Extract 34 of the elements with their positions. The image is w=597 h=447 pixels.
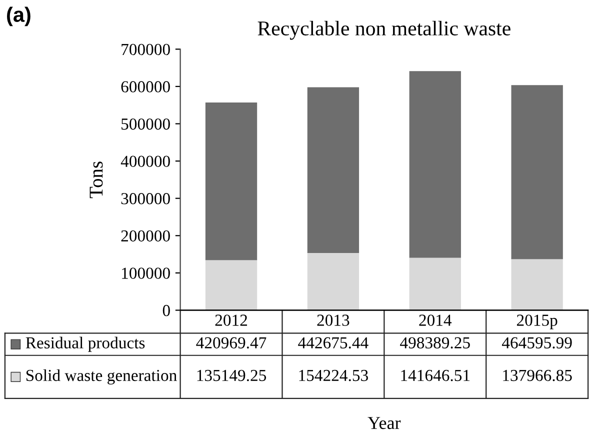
legend-label: Solid waste generation — [26, 369, 177, 384]
data-label: 135149.25 — [197, 370, 266, 382]
data-label: 498389.25 — [400, 337, 470, 349]
y-tick-label: 0 — [162, 304, 170, 316]
y-tick-label: 700000 — [122, 44, 170, 56]
y-tick-label: 400000 — [120, 156, 170, 167]
y-axis-title: Tons — [90, 162, 103, 198]
y-tick-label: 300000 — [121, 193, 170, 204]
y-tick-label: 600000 — [121, 81, 170, 92]
legend-label: Residual products — [26, 336, 145, 352]
x-tick-label: 2012 — [215, 314, 248, 326]
bar — [307, 252, 360, 310]
x-tick-label: 2014 — [419, 314, 452, 326]
data-label: 442675.44 — [298, 337, 368, 349]
chart-title: Recyclable non metallic waste — [258, 20, 510, 40]
bar — [511, 85, 563, 260]
data-label: 420969.47 — [196, 337, 266, 349]
x-tick-label: 2013 — [317, 314, 350, 326]
x-tick-label: 2015p — [516, 314, 558, 330]
text: (a) — [7, 6, 30, 26]
data-label: 141646.51 — [401, 370, 470, 382]
data-label: 464595.99 — [502, 337, 572, 349]
bar — [511, 258, 563, 310]
bar — [205, 102, 258, 260]
x-axis-title: Year — [368, 417, 401, 430]
bar — [409, 71, 461, 258]
data-label: 154224.53 — [299, 370, 368, 382]
y-tick-label: 200000 — [121, 230, 170, 242]
y-tick-label: 500000 — [122, 118, 170, 130]
bar — [307, 87, 360, 254]
bar — [409, 257, 461, 310]
data-label: 137966.85 — [503, 370, 572, 382]
bar — [205, 259, 258, 310]
y-tick-label: 100000 — [122, 268, 170, 279]
